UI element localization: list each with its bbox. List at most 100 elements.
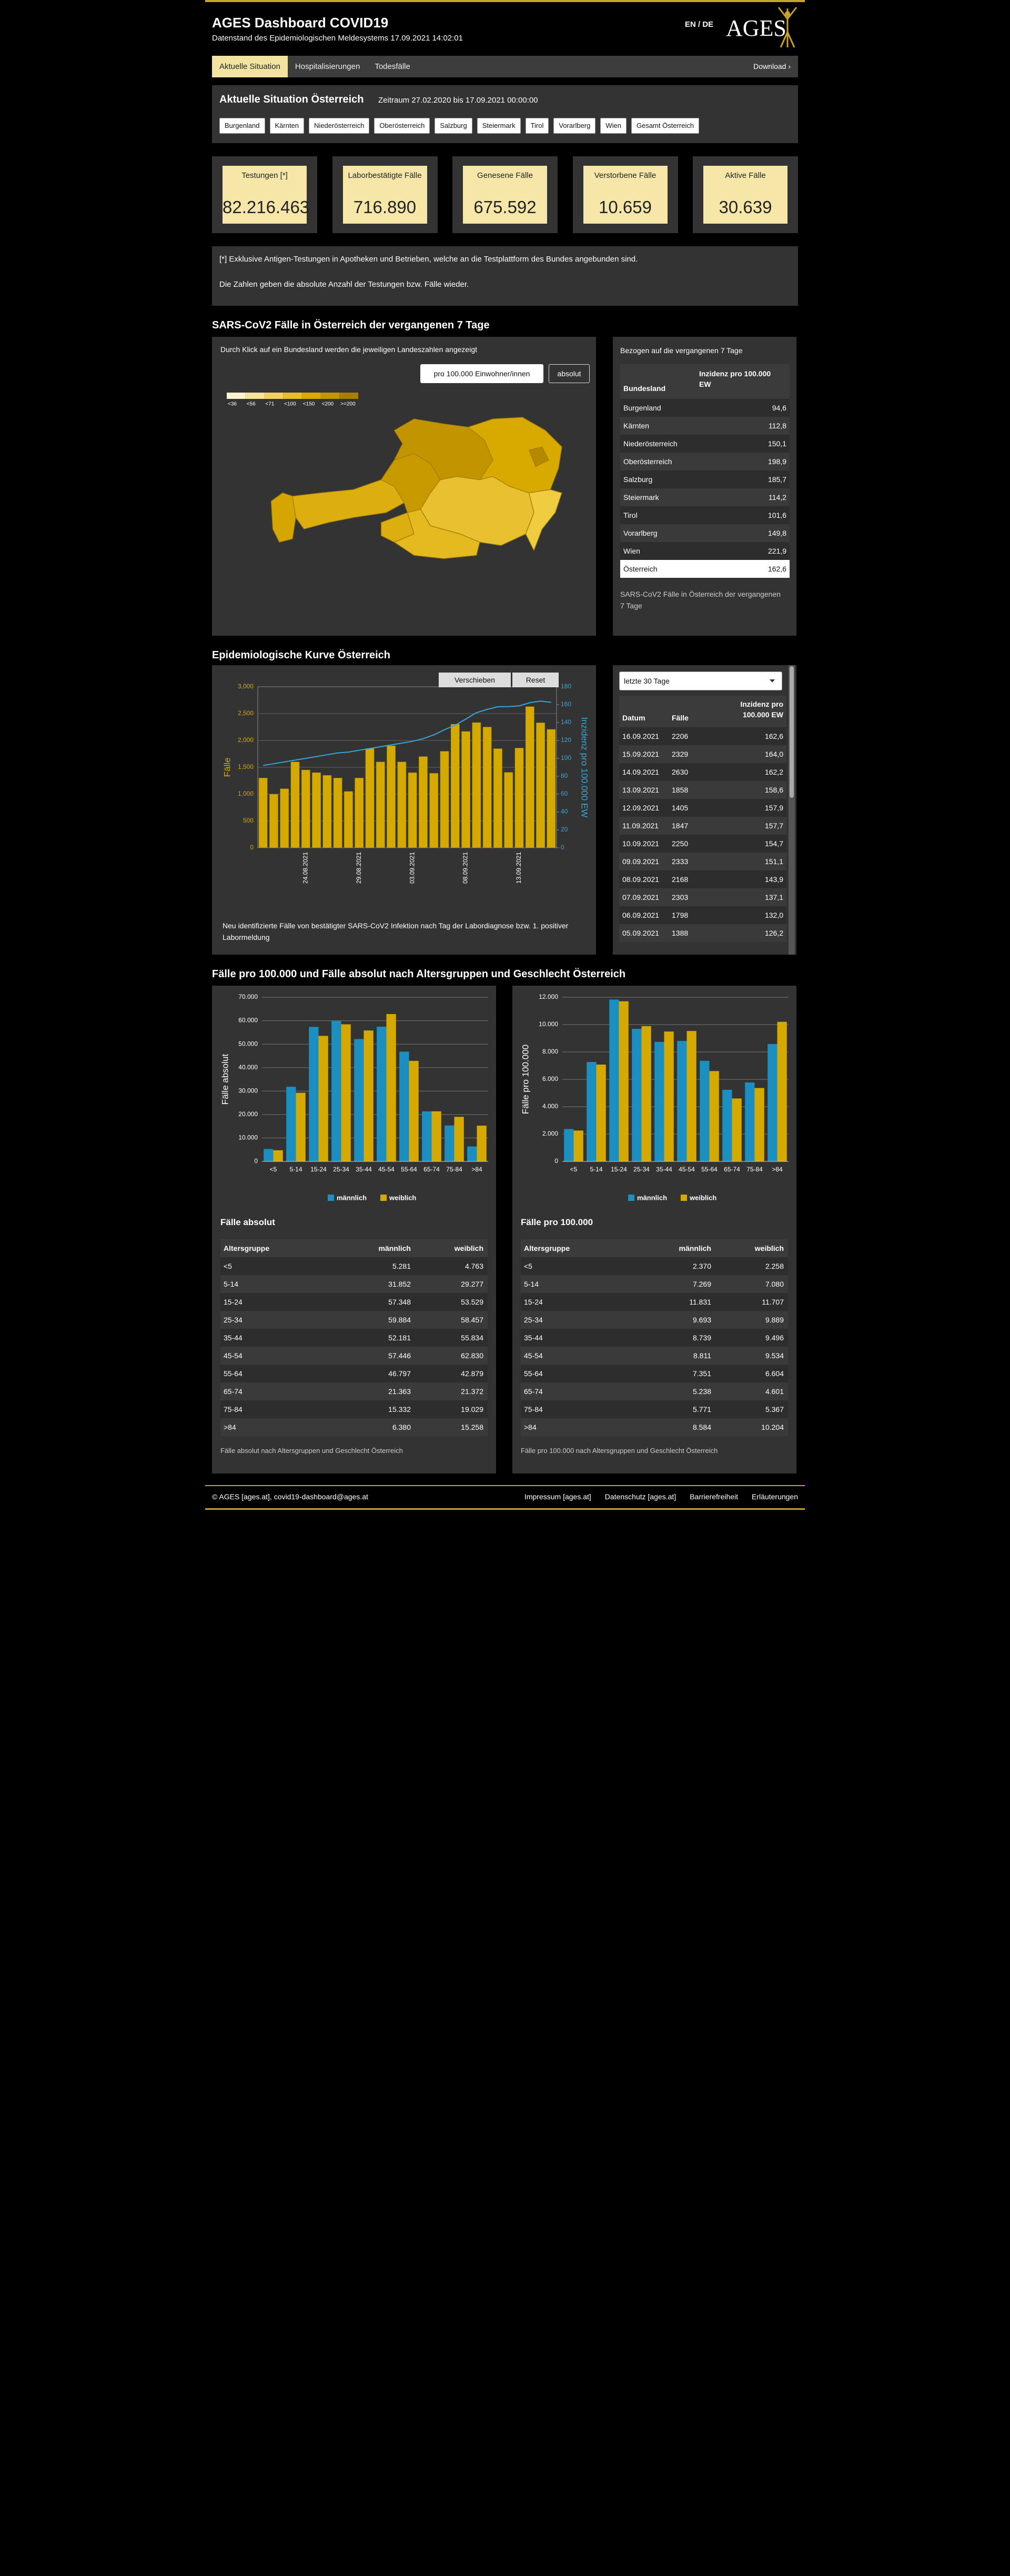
bar [609, 999, 619, 1161]
region-button[interactable]: Steiermark [477, 118, 521, 134]
table-row[interactable]: Wien 221,9 [620, 542, 790, 560]
stat-box: Testungen [*] 82.216.463 [223, 166, 310, 224]
table-row: >84 8.584 10.204 [521, 1418, 788, 1436]
y2-tick-label: 100 [561, 754, 571, 761]
footer-link[interactable]: Impressum [ages.at] [524, 1492, 591, 1501]
reset-button[interactable]: Reset [512, 673, 559, 687]
footer-link[interactable]: Erläuterungen [752, 1492, 798, 1501]
region-button[interactable]: Gesamt Österreich [631, 118, 700, 134]
x-tick-label: 65-74 [423, 1166, 440, 1173]
stat-value: 82.216.463 [223, 197, 310, 217]
cell: Salzburg [623, 475, 653, 484]
table-row[interactable]: Oberösterreich 198,9 [620, 453, 790, 470]
footer-links: Impressum [ages.at] Datenschutz [ages.at]… [524, 1492, 798, 1501]
bar [514, 748, 524, 848]
cell: Vorarlberg [623, 529, 658, 537]
x-tick-label: 45-54 [378, 1166, 395, 1173]
column-header: Altersgruppe [524, 1244, 570, 1252]
pan-button[interactable]: Verschieben [439, 673, 511, 687]
y2-axis-title: Inzidenz pro 100.000 EW [580, 717, 590, 818]
x-tick-label: 03.09.2021 [408, 852, 416, 884]
region-wien[interactable] [528, 446, 549, 467]
y2-tick-label: 180 [561, 683, 571, 690]
legend-label: männlich [637, 1194, 667, 1201]
cell: 5.367 [765, 1405, 784, 1414]
legend-swatch [227, 393, 246, 399]
y-tick-label: 0 [254, 1157, 258, 1165]
range-select[interactable]: letzte 30 Tage [619, 671, 782, 690]
x-tick-label: 55-64 [701, 1166, 718, 1173]
footer-link[interactable]: Barrierefreiheit [690, 1492, 739, 1501]
cell: 12.09.2021 [622, 804, 660, 812]
table-row[interactable]: Vorarlberg 149,8 [620, 524, 790, 542]
stat-card: Genesene Fälle 675.592 [452, 156, 558, 233]
table-row[interactable]: Niederösterreich 150,1 [620, 435, 790, 453]
cell: 143,9 [764, 875, 783, 884]
table-row[interactable]: Steiermark 114,2 [620, 488, 790, 506]
y-tick-label: 0 [554, 1157, 558, 1165]
cell: 1798 [672, 911, 689, 919]
region-button[interactable]: Wien [600, 118, 627, 134]
table-header: Altersgruppe männlich weiblich [521, 1239, 788, 1257]
cell: 94,6 [772, 404, 786, 412]
table-row[interactable]: Tirol 101,6 [620, 506, 790, 524]
region-burgenland[interactable] [525, 489, 562, 552]
x-tick-label: 75-84 [746, 1166, 763, 1173]
cell: 15-24 [224, 1298, 243, 1306]
cell: 45-54 [224, 1351, 243, 1360]
cell: 2630 [672, 768, 689, 776]
bar [387, 745, 396, 848]
mode-button[interactable]: absolut [549, 364, 590, 383]
cell: 157,9 [764, 804, 783, 812]
nav-tab[interactable]: Hospitalisierungen [295, 62, 360, 71]
cell: 162,6 [764, 732, 783, 740]
y2-tick-label: 80 [561, 772, 568, 779]
table-row[interactable]: Österreich 162,6 [620, 560, 790, 578]
column-header: weiblich [454, 1244, 483, 1252]
y-tick-label: 30.000 [238, 1087, 258, 1094]
cell: 151,1 [764, 857, 783, 866]
bar [422, 1111, 432, 1161]
bar [431, 1111, 441, 1161]
cell: 59.884 [388, 1316, 411, 1324]
bar [341, 1024, 351, 1161]
cell: 35-44 [224, 1334, 243, 1342]
nav-tab[interactable]: Todesfälle [375, 62, 410, 71]
footer-link[interactable]: Datenschutz [ages.at] [604, 1492, 676, 1501]
download-link[interactable]: Download › [753, 62, 791, 71]
bar [525, 706, 534, 848]
region-button[interactable]: Salzburg [435, 118, 472, 134]
cell: 2250 [672, 839, 689, 848]
region-button[interactable]: Kärnten [269, 118, 305, 134]
cell: 198,9 [767, 457, 786, 466]
bar [709, 1071, 719, 1161]
situation-period: Zeitraum 27.02.2020 bis 17.09.2021 00:00… [378, 96, 538, 105]
language-switch[interactable]: EN / DE [685, 20, 714, 29]
table-row: 35-44 52.181 55.834 [220, 1329, 488, 1347]
region-button[interactable]: Vorarlberg [553, 118, 596, 134]
y-tick-label: 8.000 [542, 1048, 558, 1055]
region-button[interactable]: Burgenland [219, 118, 265, 134]
region-vorarlberg[interactable] [270, 492, 296, 543]
region-tirol[interactable] [292, 479, 405, 529]
table-row[interactable]: Salzburg 185,7 [620, 470, 790, 488]
region-button[interactable]: Oberösterreich [374, 118, 430, 134]
cell: 55-64 [224, 1369, 243, 1378]
legend-label: <200 [322, 402, 334, 407]
cell: 2329 [672, 750, 689, 758]
cell: 150,1 [767, 439, 786, 448]
region-button[interactable]: Niederösterreich [309, 118, 370, 134]
nav-tab[interactable]: Aktuelle Situation [212, 56, 288, 77]
situation-title: Aktuelle Situation Österreich [219, 94, 364, 105]
scrollbar-thumb[interactable] [790, 666, 794, 798]
footer-rule [205, 1485, 805, 1486]
cell: 75-84 [524, 1405, 543, 1414]
region-kaernten[interactable] [393, 509, 480, 559]
bar [536, 723, 545, 848]
table-row[interactable]: Kärnten 112,8 [620, 417, 790, 435]
table-row[interactable]: Burgenland 94,6 [620, 399, 790, 417]
mode-button[interactable]: pro 100.000 Einwohner/innen [420, 364, 543, 383]
region-button[interactable]: Tirol [525, 118, 549, 134]
table-row: 06.09.2021 1798 132,0 [619, 906, 786, 924]
cell: 5-14 [524, 1280, 539, 1288]
